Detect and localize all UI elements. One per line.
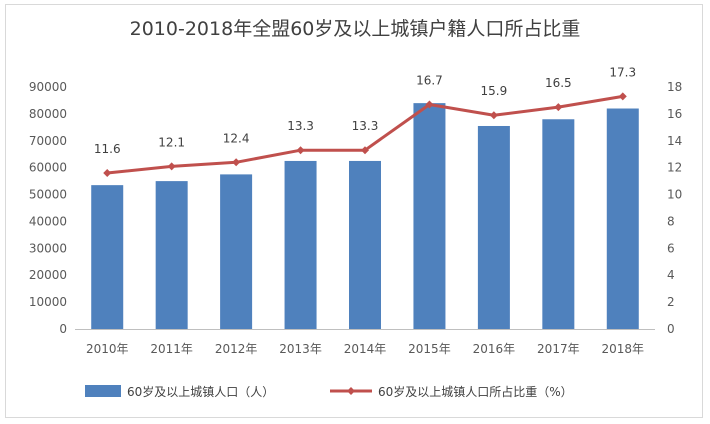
x-tick-label: 2016年 xyxy=(473,342,516,356)
x-tick-label: 2010年 xyxy=(86,342,129,356)
line-point-5 xyxy=(425,100,434,109)
y-left-tick-label: 60000 xyxy=(29,161,67,175)
y-left-tick-label: 70000 xyxy=(29,134,67,148)
legend-line-marker xyxy=(347,387,355,395)
data-label-1: 12.1 xyxy=(158,135,185,149)
line-point-7 xyxy=(554,103,563,112)
data-label-6: 15.9 xyxy=(481,84,508,98)
x-tick-label: 2018年 xyxy=(602,342,645,356)
data-label-2: 12.4 xyxy=(223,131,250,145)
bar-6 xyxy=(477,125,510,329)
data-label-7: 16.5 xyxy=(545,76,572,90)
data-label-8: 17.3 xyxy=(609,65,636,79)
line-point-0 xyxy=(103,169,112,178)
y-left-tick-label: 0 xyxy=(59,322,67,336)
bar-4 xyxy=(349,160,381,329)
y-right-tick-label: 8 xyxy=(667,214,675,228)
x-tick-label: 2014年 xyxy=(344,342,387,356)
y-left-tick-label: 30000 xyxy=(29,241,67,255)
x-tick-label: 2015年 xyxy=(408,342,451,356)
y-left-tick-label: 20000 xyxy=(29,268,67,282)
bar-0 xyxy=(91,185,124,329)
line-point-2 xyxy=(232,158,241,167)
y-right-tick-label: 4 xyxy=(667,268,675,282)
legend-bar-label: 60岁及以上城镇人口（人） xyxy=(127,384,274,399)
bar-7 xyxy=(542,119,575,330)
bar-3 xyxy=(284,160,317,329)
y-right-tick-label: 12 xyxy=(667,161,682,175)
x-tick-label: 2012年 xyxy=(215,342,258,356)
y-right-tick-label: 6 xyxy=(667,241,675,255)
line-point-6 xyxy=(489,111,498,120)
legend-line-label: 60岁及以上城镇人口所占比重（%） xyxy=(378,384,573,399)
y-right-tick-label: 0 xyxy=(667,322,675,336)
line-point-1 xyxy=(167,162,176,171)
bar-5 xyxy=(413,103,446,329)
legend-bar-swatch xyxy=(85,385,121,397)
bar-1 xyxy=(155,181,188,329)
data-label-4: 13.3 xyxy=(352,119,379,133)
chart-title: 2010-2018年全盟60岁及以上城镇户籍人口所占比重 xyxy=(129,18,581,40)
data-label-0: 11.6 xyxy=(94,142,121,156)
y-left-tick-label: 40000 xyxy=(29,214,67,228)
x-tick-label: 2011年 xyxy=(150,342,193,356)
bar-2 xyxy=(220,174,253,329)
data-label-3: 13.3 xyxy=(287,119,314,133)
x-tick-label: 2017年 xyxy=(537,342,580,356)
y-right-tick-label: 14 xyxy=(667,134,682,148)
y-left-tick-label: 50000 xyxy=(29,188,67,202)
line-point-4 xyxy=(361,146,369,155)
bar-8 xyxy=(606,108,639,329)
y-left-tick-label: 80000 xyxy=(29,107,67,121)
y-right-tick-label: 18 xyxy=(667,80,682,94)
line-point-3 xyxy=(296,146,305,155)
x-tick-label: 2013年 xyxy=(279,342,322,356)
y-right-tick-label: 16 xyxy=(667,107,682,121)
y-left-tick-label: 90000 xyxy=(29,80,67,94)
line-point-8 xyxy=(618,92,627,101)
y-right-tick-label: 10 xyxy=(667,188,682,202)
data-label-5: 16.7 xyxy=(416,73,443,87)
y-left-tick-label: 10000 xyxy=(29,295,67,309)
y-right-tick-label: 2 xyxy=(667,295,675,309)
